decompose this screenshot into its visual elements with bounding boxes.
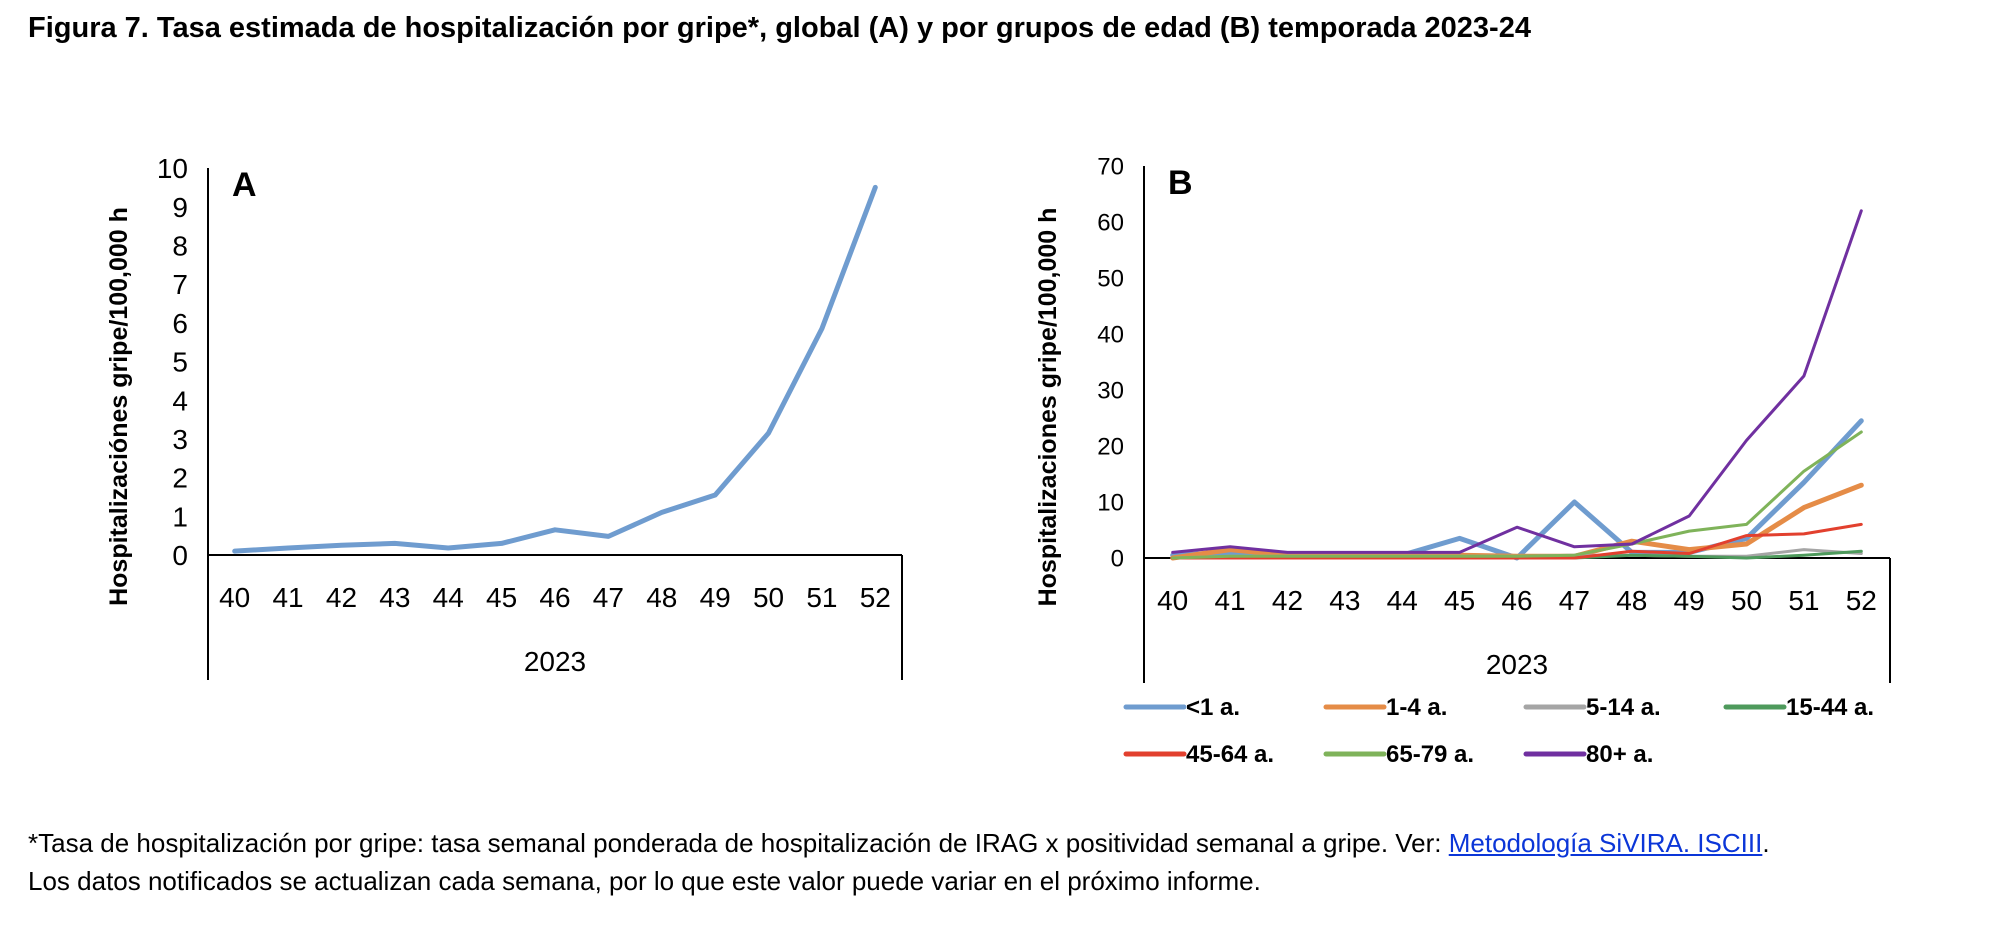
x-tick-label: 40: [1157, 585, 1188, 616]
y-tick-label: 50: [1097, 266, 1124, 293]
x-tick-label: 51: [1788, 585, 1819, 616]
legend-label: 1-4 a.: [1386, 694, 1447, 721]
x-tick-label: 48: [646, 582, 677, 613]
x-tick-label: 45: [1444, 585, 1475, 616]
x-tick-label: 44: [433, 582, 464, 613]
x-tick-label: 49: [700, 582, 731, 613]
y-tick-label: 30: [1097, 378, 1124, 405]
y-tick-label: 0: [172, 540, 188, 571]
y-tick-label: 3: [172, 424, 188, 455]
panel-label: A: [232, 166, 257, 204]
series-line: [232, 184, 878, 554]
series-line-1-4-a-: [1170, 482, 1864, 561]
x-tick-label: 42: [1272, 585, 1303, 616]
x-tick-label: 50: [753, 582, 784, 613]
legend-label: 15-44 a.: [1786, 694, 1874, 721]
series-line-80-a-: [1171, 209, 1863, 554]
y-axis-label: Hospitalizaciones gripe/100,000 h: [1034, 208, 1062, 607]
x-year-label: 2023: [524, 646, 586, 677]
footnote-line-1: *Tasa de hospitalización por gripe: tasa…: [28, 824, 1770, 862]
y-tick-label: 10: [1097, 490, 1124, 517]
x-tick-label: 48: [1616, 585, 1647, 616]
footnote: *Tasa de hospitalización por gripe: tasa…: [28, 824, 1770, 900]
y-tick-label: 5: [172, 347, 188, 378]
y-tick-label: 7: [172, 269, 188, 300]
x-tick-label: 49: [1674, 585, 1705, 616]
y-tick-label: 9: [172, 192, 188, 223]
x-tick-label: 40: [219, 582, 250, 613]
legend-label: <1 a.: [1186, 694, 1240, 721]
y-tick-label: 1: [172, 501, 188, 532]
y-tick-label: 8: [172, 230, 188, 261]
x-tick-label: 46: [1501, 585, 1532, 616]
x-tick-label: 41: [272, 582, 303, 613]
y-tick-label: 40: [1097, 322, 1124, 349]
footnote-text: *Tasa de hospitalización por gripe: tasa…: [28, 828, 1449, 858]
x-tick-label: 52: [1846, 585, 1877, 616]
legend-label: 65-79 a.: [1386, 741, 1474, 768]
y-tick-label: 60: [1097, 210, 1124, 237]
x-tick-label: 42: [326, 582, 357, 613]
figure-title: Figura 7. Tasa estimada de hospitalizaci…: [28, 12, 1531, 44]
x-tick-label: 52: [860, 582, 891, 613]
x-tick-label: 47: [593, 582, 624, 613]
y-tick-label: 4: [172, 385, 188, 416]
legend-label: 5-14 a.: [1586, 694, 1661, 721]
x-tick-label: 43: [1329, 585, 1360, 616]
footnote-line-2: Los datos notificados se actualizan cada…: [28, 866, 1261, 896]
panel-label: B: [1168, 164, 1193, 202]
series-line-45-64-a-: [1171, 522, 1863, 560]
footnote-period: .: [1762, 828, 1770, 858]
chart-b: 0 10 20 30 40 50 60 70 Hospitalizaciones gripe/1…: [1034, 154, 1891, 768]
series-line-65-79-a-: [1171, 430, 1863, 560]
x-tick-label: 46: [539, 582, 570, 613]
y-tick-label: 2: [172, 463, 188, 494]
methodology-link[interactable]: Metodología SiVIRA. ISCIII: [1448, 828, 1763, 858]
legend-label: 80+ a.: [1586, 741, 1653, 768]
legend-label: 45-64 a.: [1186, 741, 1274, 768]
x-tick-label: 50: [1731, 585, 1762, 616]
x-tick-label: 47: [1559, 585, 1590, 616]
y-tick-label: 20: [1097, 434, 1124, 461]
y-tick-label: 10: [157, 153, 188, 184]
y-tick-label: 6: [172, 308, 188, 339]
x-tick-label: 51: [806, 582, 837, 613]
x-year-label: 2023: [1486, 649, 1548, 680]
x-tick-label: 43: [379, 582, 410, 613]
y-axis-label: Hospitalizaciónes gripe/100,000 h: [105, 207, 133, 606]
x-tick-label: 44: [1387, 585, 1418, 616]
x-tick-label: 41: [1214, 585, 1245, 616]
x-tick-label: 45: [486, 582, 517, 613]
y-tick-label: 0: [1111, 546, 1124, 573]
y-tick-label: 70: [1097, 154, 1124, 181]
